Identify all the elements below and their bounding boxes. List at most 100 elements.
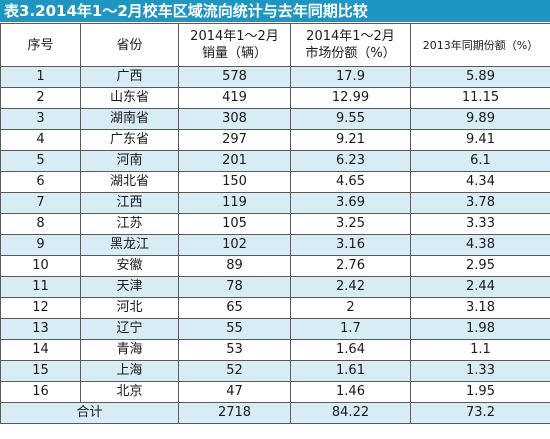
row-share: 3.16 (290, 234, 411, 256)
table-row: 7 江西 119 3.69 3.78 (0, 192, 550, 214)
row-prev-share: 5.89 (410, 66, 550, 88)
row-province: 北京 (80, 381, 179, 403)
header-sales-line1: 2014年1～2月 (190, 29, 279, 44)
row-province: 辽宁 (80, 318, 179, 340)
row-sales: 150 (178, 171, 291, 193)
header-share-line2: 市场份额（%） (305, 46, 396, 61)
table-row: 2 山东省 419 12.99 11.15 (0, 87, 550, 109)
row-prev-share: 2.44 (410, 276, 550, 298)
table-title: 表3.2014年1～2月校车区域流向统计与去年同期比较 (0, 0, 550, 22)
row-province: 江苏 (80, 213, 179, 235)
row-prev-share: 9.41 (410, 129, 550, 151)
header-share: 2014年1～2月 市场份额（%） (290, 23, 411, 67)
row-sales: 578 (178, 66, 291, 88)
row-province: 天津 (80, 276, 179, 298)
row-seq: 9 (0, 234, 81, 256)
row-prev-share: 3.18 (410, 297, 550, 319)
row-share: 1.46 (290, 381, 411, 403)
table-row: 6 湖北省 150 4.65 4.34 (0, 171, 550, 193)
row-prev-share: 1.33 (410, 360, 550, 382)
row-sales: 308 (178, 108, 291, 130)
row-province: 安徽 (80, 255, 179, 277)
row-prev-share: 11.15 (410, 87, 550, 109)
row-sales: 47 (178, 381, 291, 403)
table-row: 8 江苏 105 3.25 3.33 (0, 213, 550, 235)
row-seq: 1 (0, 66, 81, 88)
row-province: 湖南省 (80, 108, 179, 130)
row-province: 河南 (80, 150, 179, 172)
header-sales-line2: 销量（辆） (201, 46, 267, 61)
row-sales: 419 (178, 87, 291, 109)
row-share: 1.7 (290, 318, 411, 340)
row-sales: 105 (178, 213, 291, 235)
row-seq: 10 (0, 255, 81, 277)
table-row: 5 河南 201 6.23 6.1 (0, 150, 550, 172)
row-seq: 15 (0, 360, 81, 382)
row-share: 3.25 (290, 213, 411, 235)
table-header: 序号 省份 2014年1～2月 销量（辆） 2014年1～2月 市场份额（%） … (0, 23, 550, 67)
row-prev-share: 6.1 (410, 150, 550, 172)
row-seq: 3 (0, 108, 81, 130)
header-province: 省份 (80, 23, 179, 67)
table-footer: 合计 2718 84.22 73.2 (0, 402, 550, 424)
row-prev-share: 4.34 (410, 171, 550, 193)
row-share: 9.55 (290, 108, 411, 130)
row-sales: 119 (178, 192, 291, 214)
row-prev-share: 2.95 (410, 255, 550, 277)
row-province: 青海 (80, 339, 179, 361)
table-row: 10 安徽 89 2.76 2.95 (0, 255, 550, 277)
row-share: 4.65 (290, 171, 411, 193)
row-seq: 12 (0, 297, 81, 319)
row-share: 17.9 (290, 66, 411, 88)
row-prev-share: 4.38 (410, 234, 550, 256)
row-share: 6.23 (290, 150, 411, 172)
row-province: 河北 (80, 297, 179, 319)
table-row: 13 辽宁 55 1.7 1.98 (0, 318, 550, 340)
row-sales: 65 (178, 297, 291, 319)
total-label: 合计 (0, 402, 179, 424)
row-sales: 89 (178, 255, 291, 277)
row-seq: 16 (0, 381, 81, 403)
row-prev-share: 3.33 (410, 213, 550, 235)
row-seq: 6 (0, 171, 81, 193)
table-row: 12 河北 65 2 3.18 (0, 297, 550, 319)
row-share: 2.42 (290, 276, 411, 298)
header-prev-share: 2013年同期份额（%） (410, 23, 550, 67)
row-prev-share: 1.1 (410, 339, 550, 361)
row-prev-share: 1.95 (410, 381, 550, 403)
table-row: 14 青海 53 1.64 1.1 (0, 339, 550, 361)
header-seq: 序号 (0, 23, 81, 67)
row-share: 2.76 (290, 255, 411, 277)
table-row: 9 黑龙江 102 3.16 4.38 (0, 234, 550, 256)
row-sales: 53 (178, 339, 291, 361)
row-seq: 4 (0, 129, 81, 151)
total-sales: 2718 (178, 402, 291, 424)
row-share: 12.99 (290, 87, 411, 109)
table-row: 1 广西 578 17.9 5.89 (0, 66, 550, 88)
header-share-line1: 2014年1～2月 (306, 29, 395, 44)
total-share: 84.22 (290, 402, 411, 424)
row-seq: 5 (0, 150, 81, 172)
row-province: 山东省 (80, 87, 179, 109)
row-sales: 297 (178, 129, 291, 151)
row-seq: 13 (0, 318, 81, 340)
total-prev: 73.2 (410, 402, 550, 424)
row-province: 江西 (80, 192, 179, 214)
row-province: 黑龙江 (80, 234, 179, 256)
row-seq: 7 (0, 192, 81, 214)
row-province: 广东省 (80, 129, 179, 151)
row-seq: 14 (0, 339, 81, 361)
row-share: 3.69 (290, 192, 411, 214)
row-prev-share: 3.78 (410, 192, 550, 214)
row-prev-share: 1.98 (410, 318, 550, 340)
row-prev-share: 9.89 (410, 108, 550, 130)
row-sales: 78 (178, 276, 291, 298)
header-sales: 2014年1～2月 销量（辆） (178, 23, 291, 67)
table-row: 3 湖南省 308 9.55 9.89 (0, 108, 550, 130)
row-sales: 55 (178, 318, 291, 340)
row-share: 1.64 (290, 339, 411, 361)
stats-table: 序号 省份 2014年1～2月 销量（辆） 2014年1～2月 市场份额（%） … (0, 23, 550, 424)
row-seq: 11 (0, 276, 81, 298)
row-sales: 201 (178, 150, 291, 172)
